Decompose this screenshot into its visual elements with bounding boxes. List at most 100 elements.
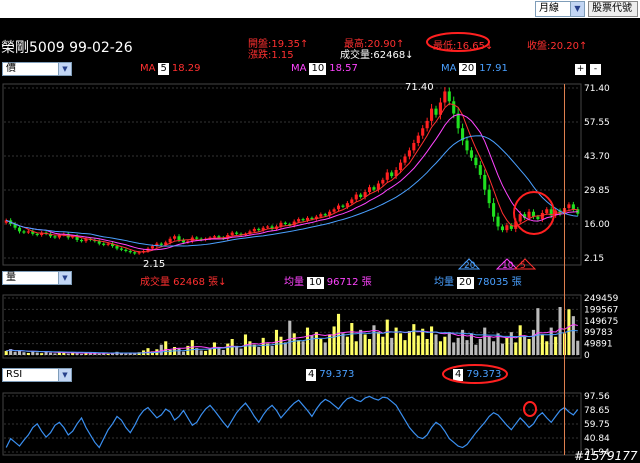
candle-body <box>124 249 128 252</box>
volume-bar <box>133 353 137 355</box>
ma-marker-label: 10 <box>502 261 514 271</box>
volume-bar <box>394 327 398 355</box>
volume-bar <box>13 351 17 355</box>
rsi-value-highlight <box>442 364 508 384</box>
price-indicator-select[interactable]: 價 ▼ <box>2 62 72 76</box>
avg-volume-20: 均量 20 78035 張 <box>434 273 522 289</box>
volume-bar <box>376 332 380 355</box>
volume-bar <box>332 326 336 355</box>
candle-body <box>26 231 30 233</box>
ma20-readout: MA 20 17.91 <box>441 63 508 75</box>
candle-body <box>266 226 270 228</box>
candle-body <box>310 217 314 220</box>
zoom-out-button[interactable]: - <box>590 64 601 75</box>
low-price-highlight <box>426 32 490 52</box>
candle-body <box>111 243 115 247</box>
candle-body <box>292 221 296 226</box>
stock-code-button[interactable]: 股票代號 <box>588 1 638 17</box>
period-select-value: 月線 <box>539 3 559 14</box>
moving-average-lines <box>6 103 578 253</box>
avg-volume-10-period[interactable]: 10 <box>307 277 324 289</box>
volume-bar <box>204 350 208 355</box>
volume-bar <box>252 344 256 355</box>
candle-body <box>57 235 61 238</box>
volume-bar <box>261 337 265 355</box>
volume-bar <box>518 325 522 355</box>
candle-body <box>252 228 256 232</box>
avg-volume-20-period[interactable]: 20 <box>457 277 474 289</box>
chevron-down-icon[interactable]: ▼ <box>58 63 71 75</box>
chevron-down-icon[interactable]: ▼ <box>570 2 584 16</box>
chevron-down-icon[interactable]: ▼ <box>58 369 71 381</box>
volume-bar <box>235 345 239 355</box>
volume-bar <box>257 347 261 355</box>
volume-bar <box>487 336 491 355</box>
candle-body <box>500 226 505 231</box>
chevron-down-icon[interactable]: ▼ <box>58 272 71 284</box>
ma-marker-label: 20 <box>464 261 476 271</box>
volume-bar <box>137 352 141 355</box>
volume-tick-label: 49891 <box>584 340 613 350</box>
candle-body <box>279 222 283 227</box>
stock-title: 榮剛5009 99-02-26 <box>1 40 133 56</box>
price-axis-ticks: 71.40 57.55 43.70 29.85 16.00 2.15 <box>4 84 610 264</box>
candle-body <box>150 246 154 249</box>
volume-bar <box>381 336 385 355</box>
volume-bar <box>443 336 447 355</box>
candle-body <box>159 243 163 245</box>
volume-indicator-value: 量 <box>6 272 16 283</box>
close-price: 收盤:20.20↑ <box>527 41 588 52</box>
ma20-label: MA <box>441 63 457 74</box>
volume-bars <box>4 307 580 355</box>
period-select[interactable]: 月線 ▼ <box>535 1 585 17</box>
ma10-period[interactable]: 10 <box>309 63 327 75</box>
rsi-tick-label: 78.65 <box>584 406 610 416</box>
high-price: 最高:20.90↑ <box>344 39 405 50</box>
rsi-indicator-value: RSI <box>6 369 23 380</box>
rsi-indicator-select[interactable]: RSI ▼ <box>2 368 72 382</box>
volume-bar <box>102 353 106 355</box>
volume-bar <box>390 337 394 355</box>
rsi-tick-label: 40.84 <box>584 434 610 444</box>
volume-bar <box>576 340 580 355</box>
candle-body <box>212 236 217 238</box>
zoom-in-button[interactable]: + <box>575 64 586 75</box>
volume-bar <box>168 349 172 355</box>
volume-bar <box>84 352 88 355</box>
volume-bar <box>9 349 13 355</box>
candle-body <box>354 194 358 200</box>
volume-bar <box>97 353 101 355</box>
candle-body <box>84 238 88 242</box>
volume-bar <box>545 341 549 355</box>
candle-body <box>48 233 53 237</box>
candle-body <box>549 209 553 216</box>
candle-body <box>496 216 500 227</box>
candle-body <box>567 204 571 209</box>
candle-body <box>509 225 513 229</box>
candle-body <box>133 252 137 254</box>
volume-bar <box>226 343 230 355</box>
volume-bar <box>469 333 473 355</box>
ma20-period[interactable]: 20 <box>459 63 477 75</box>
volume-bar <box>483 327 487 355</box>
candle-body <box>474 157 478 166</box>
candle-body <box>128 251 132 253</box>
volume-bar <box>367 339 372 355</box>
volume-bar <box>266 343 270 355</box>
volume-bar <box>177 348 181 355</box>
candle-body <box>514 221 518 229</box>
volume-bar <box>549 327 553 355</box>
candle-body <box>195 237 199 239</box>
candle-body <box>13 224 17 228</box>
rsi-readout-1: 4 79.373 <box>303 369 354 381</box>
volume-bar <box>279 336 283 355</box>
ma5-period[interactable]: 5 <box>158 63 169 75</box>
volume-bar <box>75 353 79 355</box>
rsi-period-2[interactable]: 4 <box>453 369 464 381</box>
candle-body <box>527 211 531 218</box>
volume-indicator-select[interactable]: 量 ▼ <box>2 271 72 285</box>
rsi-period-1[interactable]: 4 <box>306 369 317 381</box>
volume-bar <box>328 334 332 355</box>
ma20-value: 17.91 <box>479 63 508 74</box>
